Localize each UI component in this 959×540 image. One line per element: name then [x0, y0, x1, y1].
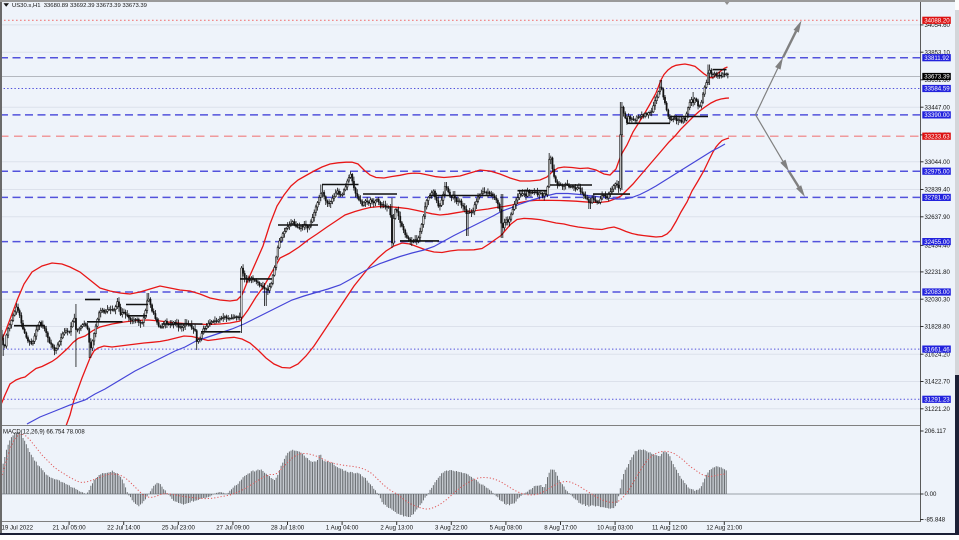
svg-text:33233.63: 33233.63: [924, 133, 950, 140]
svg-text:34088.20: 34088.20: [924, 18, 950, 25]
svg-text:33853.10: 33853.10: [925, 49, 951, 56]
svg-text:33651.60: 33651.60: [925, 77, 951, 84]
svg-text:21 Jul 05:00: 21 Jul 05:00: [52, 525, 86, 532]
svg-text:12 Aug 21:00: 12 Aug 21:00: [706, 525, 743, 532]
svg-text:32455.00: 32455.00: [924, 239, 950, 246]
svg-text:32434.40: 32434.40: [925, 243, 951, 250]
svg-text:33044.00: 33044.00: [925, 159, 951, 166]
svg-text:11 Aug 12:00: 11 Aug 12:00: [652, 525, 688, 532]
svg-text:31291.23: 31291.23: [924, 397, 950, 404]
svg-text:0.00: 0.00: [925, 491, 937, 498]
svg-text:34054.60: 34054.60: [925, 22, 951, 29]
svg-text:206.117: 206.117: [925, 428, 947, 435]
svg-text:27 Jul 09:00: 27 Jul 09:00: [216, 525, 250, 532]
svg-text:8 Aug 17:00: 8 Aug 17:00: [544, 525, 577, 532]
svg-text:33584.59: 33584.59: [924, 86, 950, 93]
svg-text:2 Aug 13:00: 2 Aug 13:00: [380, 525, 413, 532]
svg-text:5 Aug 08:00: 5 Aug 08:00: [490, 525, 523, 532]
svg-text:31624.20: 31624.20: [925, 351, 951, 358]
svg-text:-85.848: -85.848: [925, 517, 946, 524]
svg-text:33447.00: 33447.00: [925, 104, 951, 111]
svg-text:MACD(12,26,9) 66.754 78.008: MACD(12,26,9) 66.754 78.008: [3, 430, 85, 436]
svg-text:US30.s,H1 33680.89 33692.39 3: US30.s,H1 33680.89 33692.39 33673.39 336…: [12, 3, 147, 9]
svg-text:1 Aug 04:00: 1 Aug 04:00: [326, 525, 359, 532]
svg-text:32030.30: 32030.30: [925, 296, 951, 303]
svg-text:33673.39: 33673.39: [924, 74, 950, 81]
svg-text:33390.00: 33390.00: [924, 112, 950, 119]
svg-text:32231.80: 32231.80: [925, 269, 951, 276]
svg-text:25 Jul 23:00: 25 Jul 23:00: [162, 525, 196, 532]
svg-text:32839.40: 32839.40: [925, 187, 951, 194]
svg-text:32975.00: 32975.00: [924, 168, 950, 175]
svg-text:32781.00: 32781.00: [924, 195, 950, 202]
svg-text:3 Aug 22:00: 3 Aug 22:00: [435, 525, 468, 532]
svg-text:32637.90: 32637.90: [925, 214, 951, 221]
svg-text:31422.70: 31422.70: [925, 379, 951, 386]
svg-text:31221.20: 31221.20: [925, 406, 951, 413]
svg-text:31828.80: 31828.80: [925, 324, 951, 331]
svg-text:28 Jul 18:00: 28 Jul 18:00: [271, 525, 305, 532]
svg-text:31661.46: 31661.46: [924, 346, 950, 353]
svg-text:22 Jul 14:00: 22 Jul 14:00: [107, 525, 141, 532]
svg-text:32083.00: 32083.00: [924, 289, 950, 296]
svg-text:19 Jul 2022: 19 Jul 2022: [2, 525, 34, 532]
svg-text:10 Aug 03:00: 10 Aug 03:00: [597, 525, 634, 532]
svg-text:33811.92: 33811.92: [924, 55, 950, 62]
